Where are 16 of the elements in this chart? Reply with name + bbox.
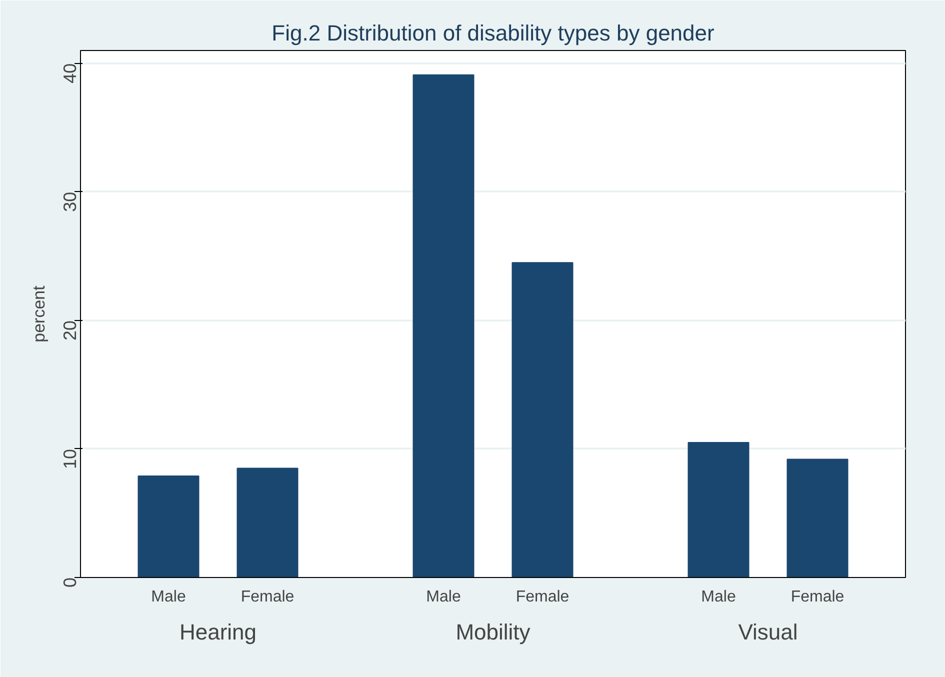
x-tick-label: Visual [738, 620, 798, 644]
x-tick-label: Mobility [456, 620, 530, 644]
y-tick-label: 10 [60, 448, 80, 469]
x-tick-label: Hearing [179, 620, 257, 644]
text: Female [516, 588, 570, 606]
text: Male [426, 588, 461, 606]
text: Male [701, 588, 736, 606]
text: Female [790, 588, 844, 606]
y-tick-label: 30 [60, 192, 80, 212]
y-tick-label: 20 [60, 320, 80, 340]
y-tick-label: 0 [60, 577, 80, 588]
chart-title: Fig.2 Distribution of disability types by gender [272, 20, 714, 46]
y-tick-label: 40 [60, 63, 80, 84]
y-axis-title: percent [30, 285, 48, 342]
series-label: Female [240, 588, 294, 606]
series-label: Male [151, 588, 186, 606]
